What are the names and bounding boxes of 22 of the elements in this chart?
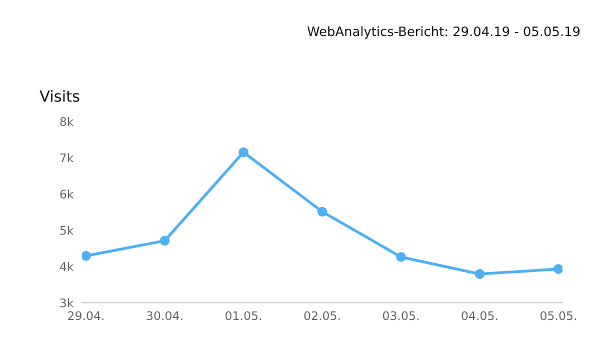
point xyxy=(317,206,328,217)
y-tick-label: 5k xyxy=(60,226,74,235)
x-tick-label: 30.04. xyxy=(146,311,182,320)
x-tick-label: 05.05. xyxy=(540,311,576,320)
x-tick-label: 03.05. xyxy=(382,311,418,320)
y-tick-label: 3k xyxy=(60,298,74,308)
point xyxy=(554,264,562,274)
point xyxy=(474,269,485,279)
x-tick-label: 02.05. xyxy=(304,311,340,320)
y-tick-label: 7k xyxy=(60,153,74,162)
point xyxy=(238,147,248,158)
y-tick-label: 4k xyxy=(60,262,74,271)
chart-title: WebAnalytics-Bericht: 29.04.19 - 05.05.19 xyxy=(307,26,580,39)
x-tick-label: 01.05. xyxy=(226,311,261,320)
point xyxy=(396,252,406,262)
x-tick-label: 04.05. xyxy=(462,311,498,320)
point xyxy=(82,251,91,261)
chart-subtitle: Visits xyxy=(40,90,80,102)
y-tick-label: 8k xyxy=(60,116,74,126)
point xyxy=(160,236,170,246)
x-tick-label: 29.04. xyxy=(68,311,104,320)
y-tick-label: 6k xyxy=(60,189,74,199)
